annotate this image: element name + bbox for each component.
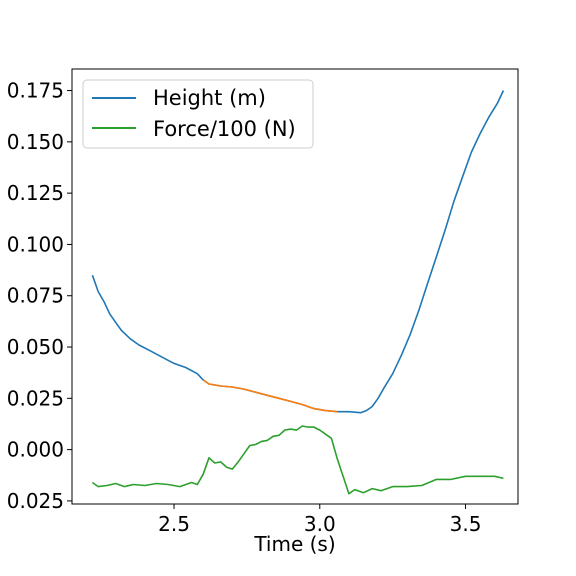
x-axis-label: Time (s) — [253, 532, 335, 556]
y-tick-label: 0.075 — [7, 284, 64, 308]
x-tick-label: 3.0 — [304, 512, 336, 536]
legend-label-force: Force/100 (N) — [153, 117, 296, 141]
y-tick-label: 0.025 — [7, 386, 64, 410]
y-tick-label: 0.000 — [7, 438, 64, 462]
x-tick-label: 2.5 — [158, 512, 190, 536]
y-tick-label: 0.125 — [7, 181, 64, 205]
y-tick-label: 0.175 — [7, 79, 64, 103]
series-lines — [91, 90, 505, 495]
x-tick-label: 3.5 — [450, 512, 482, 536]
plot-frame — [71, 68, 519, 505]
series-line-force — [91, 425, 504, 495]
legend: Height (m) Force/100 (N) — [82, 79, 314, 149]
y-tick-label: 0.100 — [7, 232, 64, 256]
legend-label-height: Height (m) — [153, 86, 266, 110]
axis-ticks: 2.5 3.0 3.5 0.025 0.000 0.025 0.050 0.075 0.100 0… — [7, 79, 482, 536]
y-tick-label: 0.150 — [7, 130, 64, 154]
legend-box — [82, 79, 314, 149]
series-line-height-highlight — [202, 379, 338, 413]
y-tick-label: 0.050 — [7, 335, 64, 359]
y-tick-label: 0.025 — [7, 489, 64, 513]
